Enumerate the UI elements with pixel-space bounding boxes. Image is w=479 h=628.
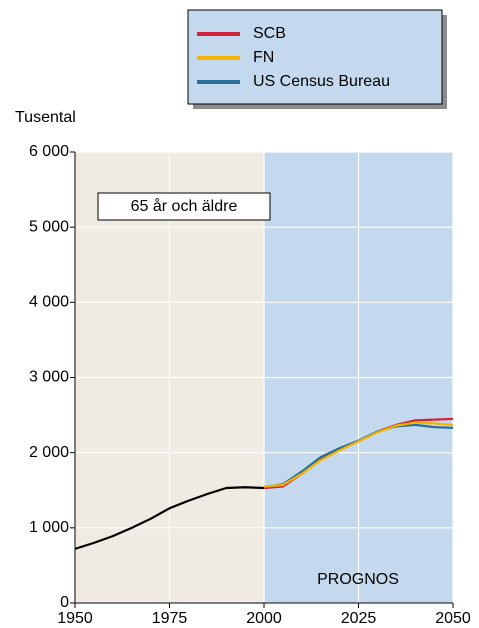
y-tick-label: 5 000 <box>29 218 69 235</box>
legend-label: US Census Bureau <box>253 73 390 90</box>
y-axis-label: Tusental <box>15 109 76 126</box>
y-tick-label: 1 000 <box>29 519 69 536</box>
y-tick-label: 4 000 <box>29 294 69 311</box>
forecast-label: PROGNOS <box>317 571 399 588</box>
y-tick-label: 3 000 <box>29 369 69 386</box>
x-tick-label: 2000 <box>246 610 282 627</box>
series-line <box>74 486 265 550</box>
y-tick-label: 0 <box>60 594 69 611</box>
y-tick-label: 2 000 <box>29 444 69 461</box>
annotation-box <box>97 192 271 221</box>
legend-label: SCB <box>253 25 286 42</box>
x-tick-label: 1950 <box>57 610 93 627</box>
annotation: 65 år och äldre <box>131 197 238 215</box>
x-tick-label: 2050 <box>435 610 471 627</box>
x-tick-label: 2025 <box>341 610 377 627</box>
y-tick-label: 6 000 <box>29 143 69 160</box>
series-line <box>263 421 454 488</box>
legend-label: FN <box>253 49 274 66</box>
x-tick-label: 1975 <box>152 610 188 627</box>
